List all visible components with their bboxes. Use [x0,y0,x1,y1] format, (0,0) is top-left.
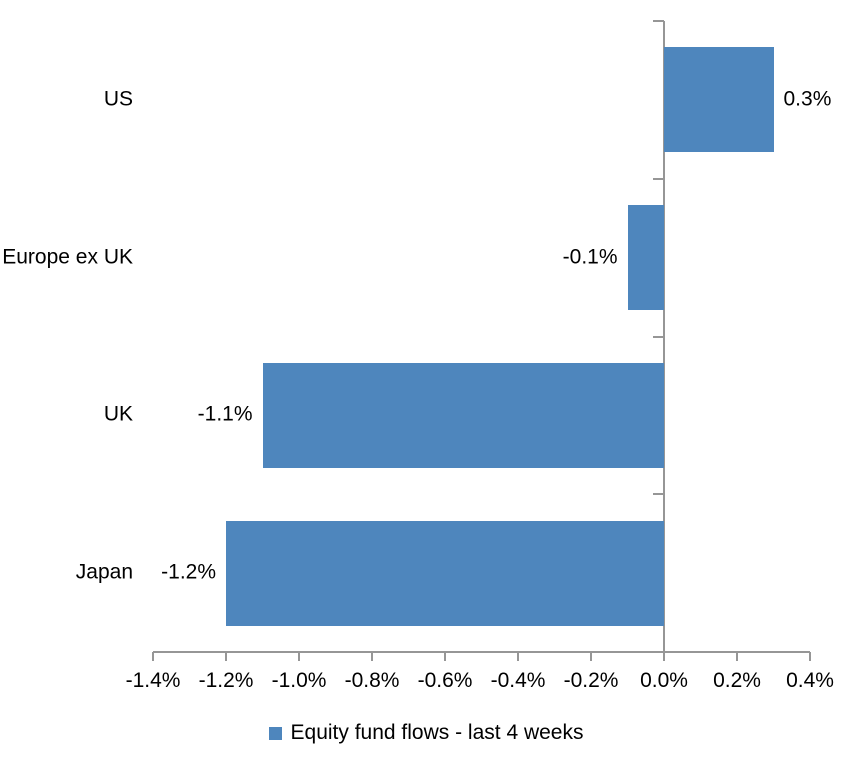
value-axis-tick-label: -1.0% [271,669,327,692]
value-axis-tick [298,652,300,661]
data-label-europe-ex-uk: -0.1% [562,245,618,269]
category-label-uk: UK [103,402,133,426]
bar-japan [226,520,664,626]
value-axis-tick-label: -0.8% [344,669,400,692]
value-axis-tick-label: 0.2% [713,669,761,692]
bar-europe-ex-uk [627,205,664,311]
data-label-uk: -1.1% [197,402,253,426]
value-axis-tick [590,652,592,661]
data-label-us: 0.3% [783,87,832,111]
value-axis-tick [444,652,446,661]
category-label-us: US [103,87,133,111]
category-label-europe-ex-uk: Europe ex UK [2,245,133,269]
value-axis-tick-label: 0.4% [786,669,834,692]
legend: Equity fund flows - last 4 weeks [0,721,852,745]
value-axis-tick-label: -1.2% [198,669,254,692]
value-axis-tick-label: -0.6% [417,669,473,692]
value-axis-tick-label: -0.4% [490,669,546,692]
category-axis-tick [653,20,664,22]
value-axis-tick [809,652,811,661]
bar-us [664,47,774,153]
category-label-japan: Japan [75,560,133,584]
value-axis-tick [736,652,738,661]
value-axis-tick [517,652,519,661]
value-axis-tick-label: -0.2% [563,669,619,692]
value-axis-line [153,651,810,653]
value-axis-tick-label: -1.4% [125,669,181,692]
value-axis-tick [371,652,373,661]
category-axis-tick [653,335,664,338]
category-axis-tick [653,493,664,496]
bar-uk [262,362,664,468]
value-axis-tick [225,652,227,661]
value-axis-tick-label: 0.0% [640,669,688,692]
legend-series-label: Equity fund flows - last 4 weeks [290,721,584,744]
category-axis-tick [653,177,664,180]
data-label-japan: -1.2% [161,560,216,584]
value-axis-tick [152,652,154,661]
legend-series-marker-icon [268,726,282,740]
category-axis-line [663,21,665,652]
value-axis-tick [663,652,665,661]
